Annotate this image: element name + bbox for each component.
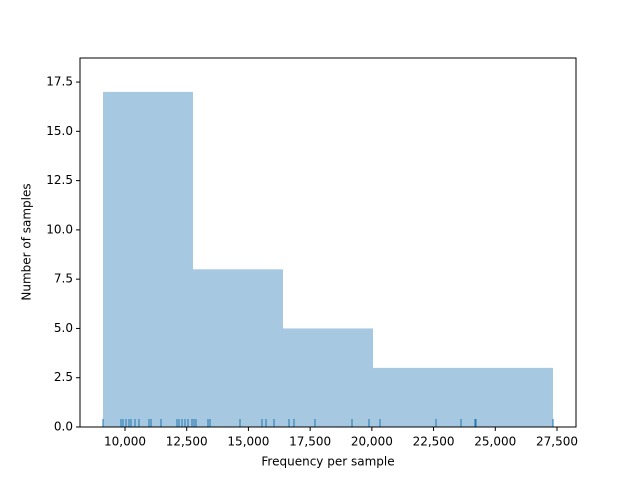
- x-tick-label: 17,500: [289, 435, 331, 449]
- x-tick-label: 12,500: [166, 435, 208, 449]
- y-tick-label: 12.5: [46, 173, 73, 187]
- y-tick-label: 10.0: [46, 222, 73, 236]
- bar: [372, 367, 463, 427]
- y-tick-label: 15.0: [46, 124, 73, 138]
- y-tick-label: 2.5: [54, 370, 73, 384]
- x-tick-label: 25,000: [474, 435, 516, 449]
- x-tick-label: 27,500: [536, 435, 578, 449]
- y-tick-label: 7.5: [54, 272, 73, 286]
- x-tick-label: 10,000: [104, 435, 146, 449]
- y-tick-label: 0.0: [54, 420, 73, 434]
- bar: [103, 91, 194, 428]
- bar: [462, 367, 553, 427]
- x-tick-label: 20,000: [351, 435, 393, 449]
- x-tick-label: 22,500: [413, 435, 455, 449]
- plot-frame: [79, 57, 577, 428]
- y-axis-label: Number of samples: [20, 183, 34, 300]
- bar: [282, 328, 373, 427]
- y-tick-label: 5.0: [54, 321, 73, 335]
- x-tick-label: 15,000: [227, 435, 269, 449]
- bar: [193, 269, 283, 427]
- y-tick-label: 17.5: [46, 75, 73, 89]
- x-axis-label: Frequency per sample: [261, 455, 394, 469]
